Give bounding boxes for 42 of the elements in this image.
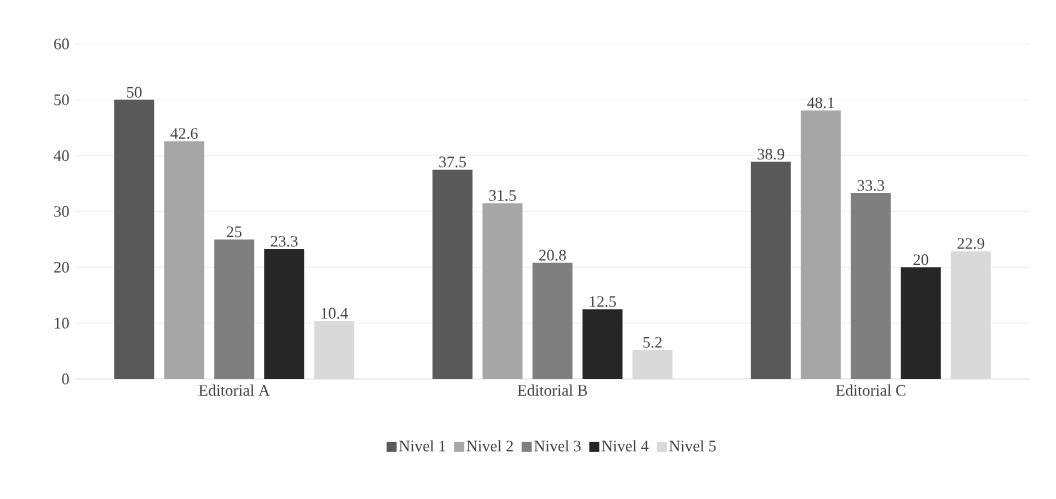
y-tick-label: 30: [54, 206, 69, 217]
data-label: 37.5: [439, 156, 466, 168]
y-tick-label: 0: [62, 373, 69, 385]
bar: [750, 161, 791, 379]
data-label: 20: [913, 254, 929, 266]
data-label: 12.5: [589, 296, 616, 307]
legend-label: Nivel 4: [601, 440, 649, 452]
bar: [114, 99, 155, 379]
x-tick-label: Editorial A: [198, 384, 270, 396]
data-label: 48.1: [807, 97, 834, 109]
x-tick-label: Editorial C: [835, 384, 906, 396]
y-tick-label: 60: [54, 38, 69, 50]
data-label: 31.5: [489, 190, 516, 201]
y-tick-label: 40: [53, 150, 69, 162]
bar: [800, 110, 841, 379]
bar: [482, 203, 523, 379]
bar: [264, 248, 305, 379]
legend-label: Nivel 2: [466, 440, 513, 452]
bar: [850, 193, 891, 379]
bar: [214, 239, 255, 379]
y-tick-label: 20: [54, 261, 69, 273]
bar: [582, 309, 623, 379]
legend-label: Nivel 3: [534, 440, 581, 452]
bar: [900, 267, 941, 379]
legend-label: Nivel 1: [399, 440, 446, 452]
data-label: 42.6: [170, 128, 198, 139]
data-label: 10.4: [321, 307, 348, 319]
data-label: 38.9: [757, 148, 785, 160]
bar: [432, 169, 473, 379]
data-label: 25: [226, 226, 242, 238]
legend-label: Nivel 5: [669, 440, 716, 452]
data-label: 23.3: [270, 235, 298, 247]
bar: [532, 262, 573, 379]
y-tick-label: 10: [54, 317, 69, 329]
bar: [164, 141, 205, 379]
data-label: 20.8: [539, 249, 566, 261]
data-label: 33.3: [857, 180, 885, 191]
x-tick-label: Editorial B: [517, 384, 588, 396]
data-label: 50: [127, 86, 142, 98]
y-tick-label: 50: [54, 94, 69, 106]
data-label: 22.9: [957, 238, 985, 249]
data-label: 5.2: [643, 336, 662, 348]
